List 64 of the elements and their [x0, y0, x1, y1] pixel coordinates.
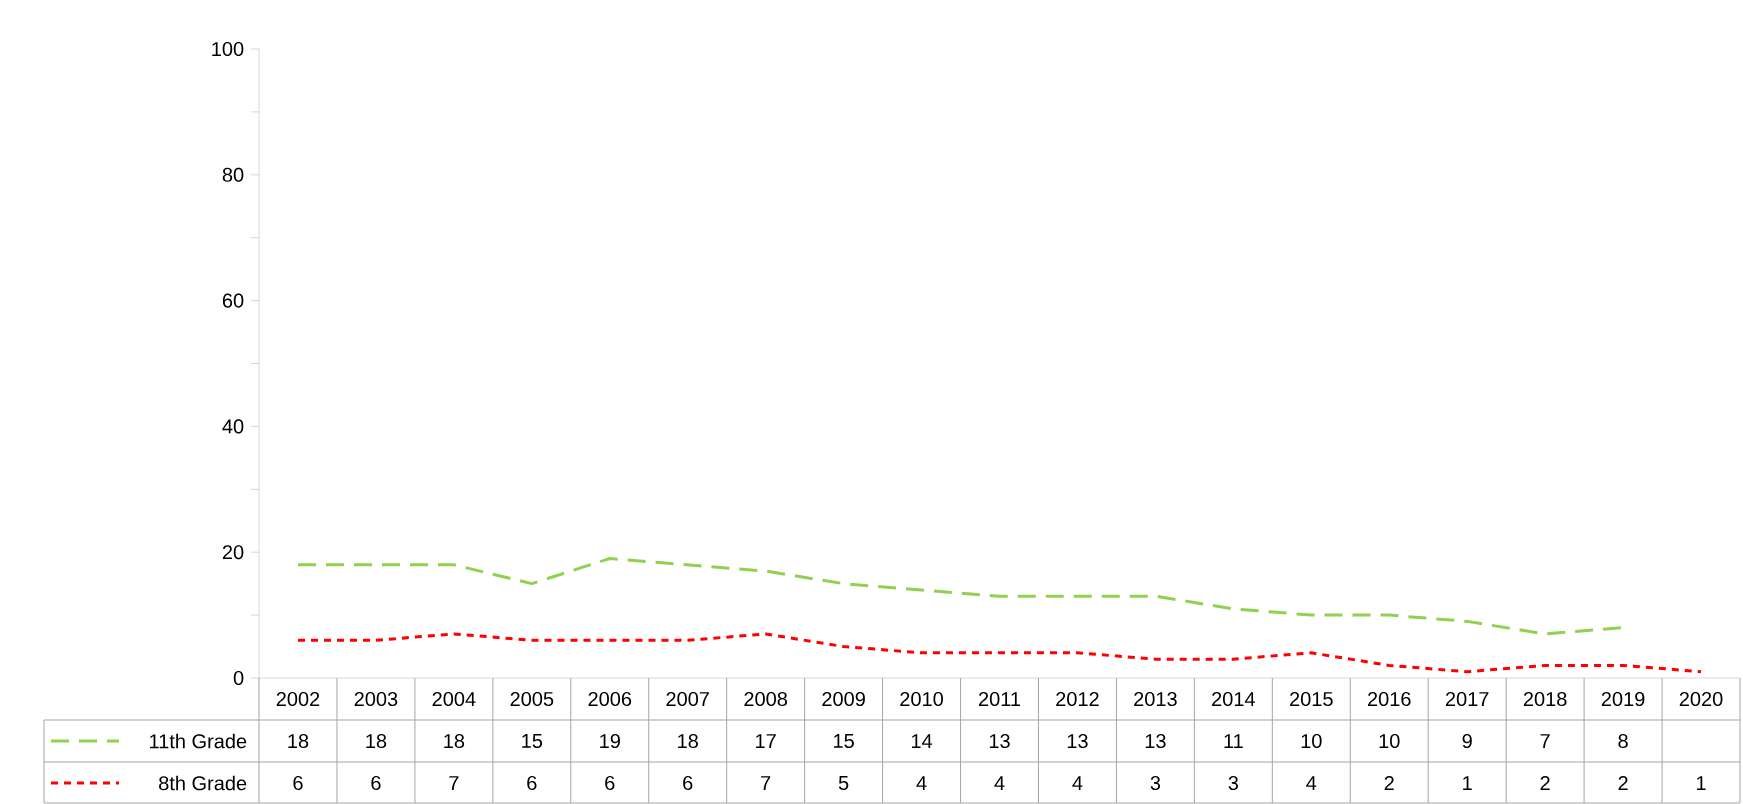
data-label: 5 — [838, 776, 849, 790]
x-tick-label: 2002 — [276, 691, 320, 707]
data-label: 6 — [683, 775, 693, 791]
data-label: 6 — [293, 775, 303, 791]
data-label: 15 — [522, 734, 543, 748]
x-tick-label: 2004 — [432, 691, 476, 707]
x-tick-label: 2003 — [354, 691, 398, 707]
data-label: 7 — [449, 776, 459, 790]
data-label: 18 — [678, 733, 698, 749]
data-label: 7 — [1540, 734, 1550, 748]
data-label: 3 — [1150, 775, 1161, 791]
data-label: 13 — [1067, 733, 1088, 749]
x-tick-label: 2013 — [1134, 691, 1177, 707]
data-label: 14 — [911, 734, 933, 748]
y-tick-label: 100 — [212, 41, 244, 57]
data-label: 13 — [1145, 733, 1166, 749]
data-label: 13 — [989, 733, 1010, 749]
data-label: 10 — [1379, 733, 1400, 749]
x-tick-label: 2017 — [1445, 691, 1489, 707]
data-label: 4 — [1306, 776, 1317, 790]
x-tick-label: 2012 — [1056, 691, 1099, 707]
y-tick-label: 40 — [222, 419, 244, 434]
data-label: 3 — [1228, 775, 1239, 791]
data-label: 17 — [756, 734, 776, 748]
data-label: 10 — [1301, 733, 1322, 749]
data-label: 6 — [605, 775, 615, 791]
data-label: 9 — [1462, 733, 1472, 749]
x-tick-label: 2009 — [822, 691, 865, 707]
data-label: 11 — [1224, 734, 1243, 748]
data-label: 18 — [366, 733, 387, 749]
data-label: 18 — [444, 733, 465, 749]
x-tick-label: 2015 — [1290, 691, 1333, 707]
data-label: 7 — [761, 776, 771, 790]
data-label: 4 — [1072, 776, 1083, 790]
y-tick-label: 0 — [233, 670, 244, 686]
legend-label: 11th Grade — [150, 733, 247, 749]
data-label: 6 — [527, 775, 537, 791]
y-tick-label: 20 — [222, 545, 244, 560]
data-label: 2 — [1618, 776, 1628, 790]
data-label: 2 — [1384, 776, 1394, 790]
x-tick-label: 2014 — [1212, 691, 1255, 707]
x-tick-label: 2011 — [979, 691, 1021, 707]
x-tick-label: 2005 — [510, 691, 554, 707]
x-tick-label: 2019 — [1601, 691, 1645, 707]
x-tick-label: 2007 — [666, 691, 709, 707]
data-label: 2 — [1540, 776, 1550, 790]
legend-label: 8th Grade — [159, 775, 247, 791]
x-tick-label: 2020 — [1679, 691, 1723, 707]
x-tick-label: 2008 — [744, 691, 788, 707]
data-label: 19 — [600, 733, 620, 749]
x-tick-label: 2016 — [1367, 691, 1411, 707]
x-tick-label: 2018 — [1523, 691, 1567, 707]
data-label: 15 — [834, 734, 854, 748]
x-tick-label: 2010 — [900, 691, 943, 707]
data-label: 1 — [1463, 776, 1472, 790]
data-label: 6 — [371, 775, 381, 791]
y-tick-label: 80 — [222, 167, 244, 182]
data-label: 1 — [1696, 776, 1706, 790]
y-tick-label: 60 — [222, 293, 244, 308]
data-label: 8 — [1618, 733, 1628, 749]
data-label: 18 — [288, 733, 309, 749]
data-label: 4 — [916, 776, 927, 790]
x-tick-label: 2006 — [588, 691, 632, 707]
data-label: 4 — [994, 776, 1005, 790]
